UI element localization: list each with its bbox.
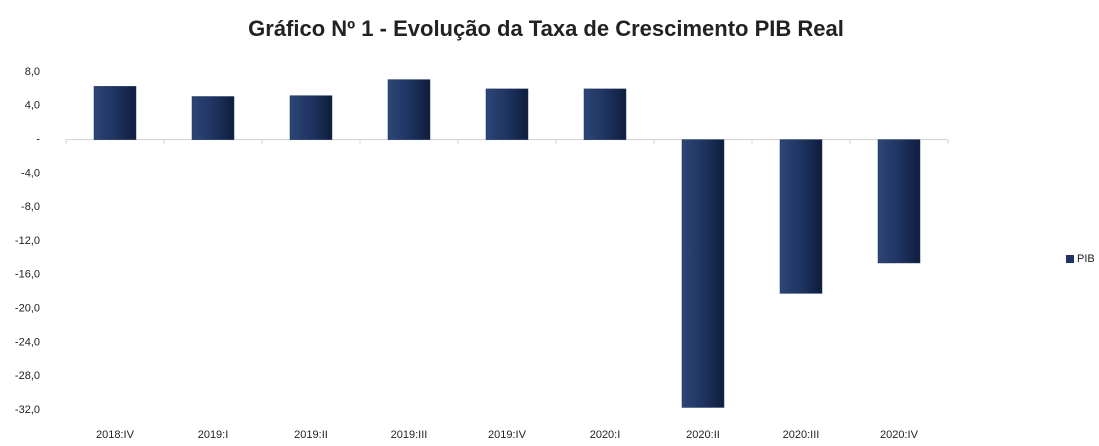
legend-swatch	[1066, 255, 1074, 263]
y-tick-label: -20,0	[15, 303, 40, 315]
bar	[681, 139, 725, 408]
bar	[93, 86, 137, 140]
bar	[583, 88, 627, 140]
x-tick-label: 2018:IV	[96, 429, 135, 441]
x-tick-label: 2019:IV	[488, 429, 527, 441]
x-tick-label: 2020:I	[590, 429, 621, 441]
x-tick-label: 2020:III	[783, 429, 820, 441]
bar	[485, 88, 529, 140]
y-tick-label: -12,0	[15, 235, 40, 247]
legend-label: PIB	[1077, 253, 1095, 265]
y-tick-label: 8,0	[25, 66, 40, 78]
y-tick-label: 4,0	[25, 100, 40, 112]
bar	[877, 139, 921, 264]
chart-title: Gráfico Nº 1 - Evolução da Taxa de Cresc…	[248, 16, 844, 41]
y-tick-label: -24,0	[15, 336, 40, 348]
y-tick-label: -4,0	[21, 167, 40, 179]
y-tick-label: -8,0	[21, 201, 40, 213]
y-tick-label: -28,0	[15, 370, 40, 382]
x-tick-label: 2019:III	[391, 429, 428, 441]
bar	[289, 95, 333, 140]
x-tick-label: 2020:II	[686, 429, 720, 441]
bar	[191, 96, 235, 140]
y-tick-label: -32,0	[15, 404, 40, 416]
y-tick-label: -16,0	[15, 269, 40, 281]
x-tick-label: 2019:II	[294, 429, 328, 441]
y-tick-label: -	[36, 134, 40, 146]
x-tick-label: 2020:IV	[880, 429, 919, 441]
bar	[779, 139, 823, 294]
bar	[387, 79, 431, 140]
x-tick-label: 2019:I	[198, 429, 229, 441]
